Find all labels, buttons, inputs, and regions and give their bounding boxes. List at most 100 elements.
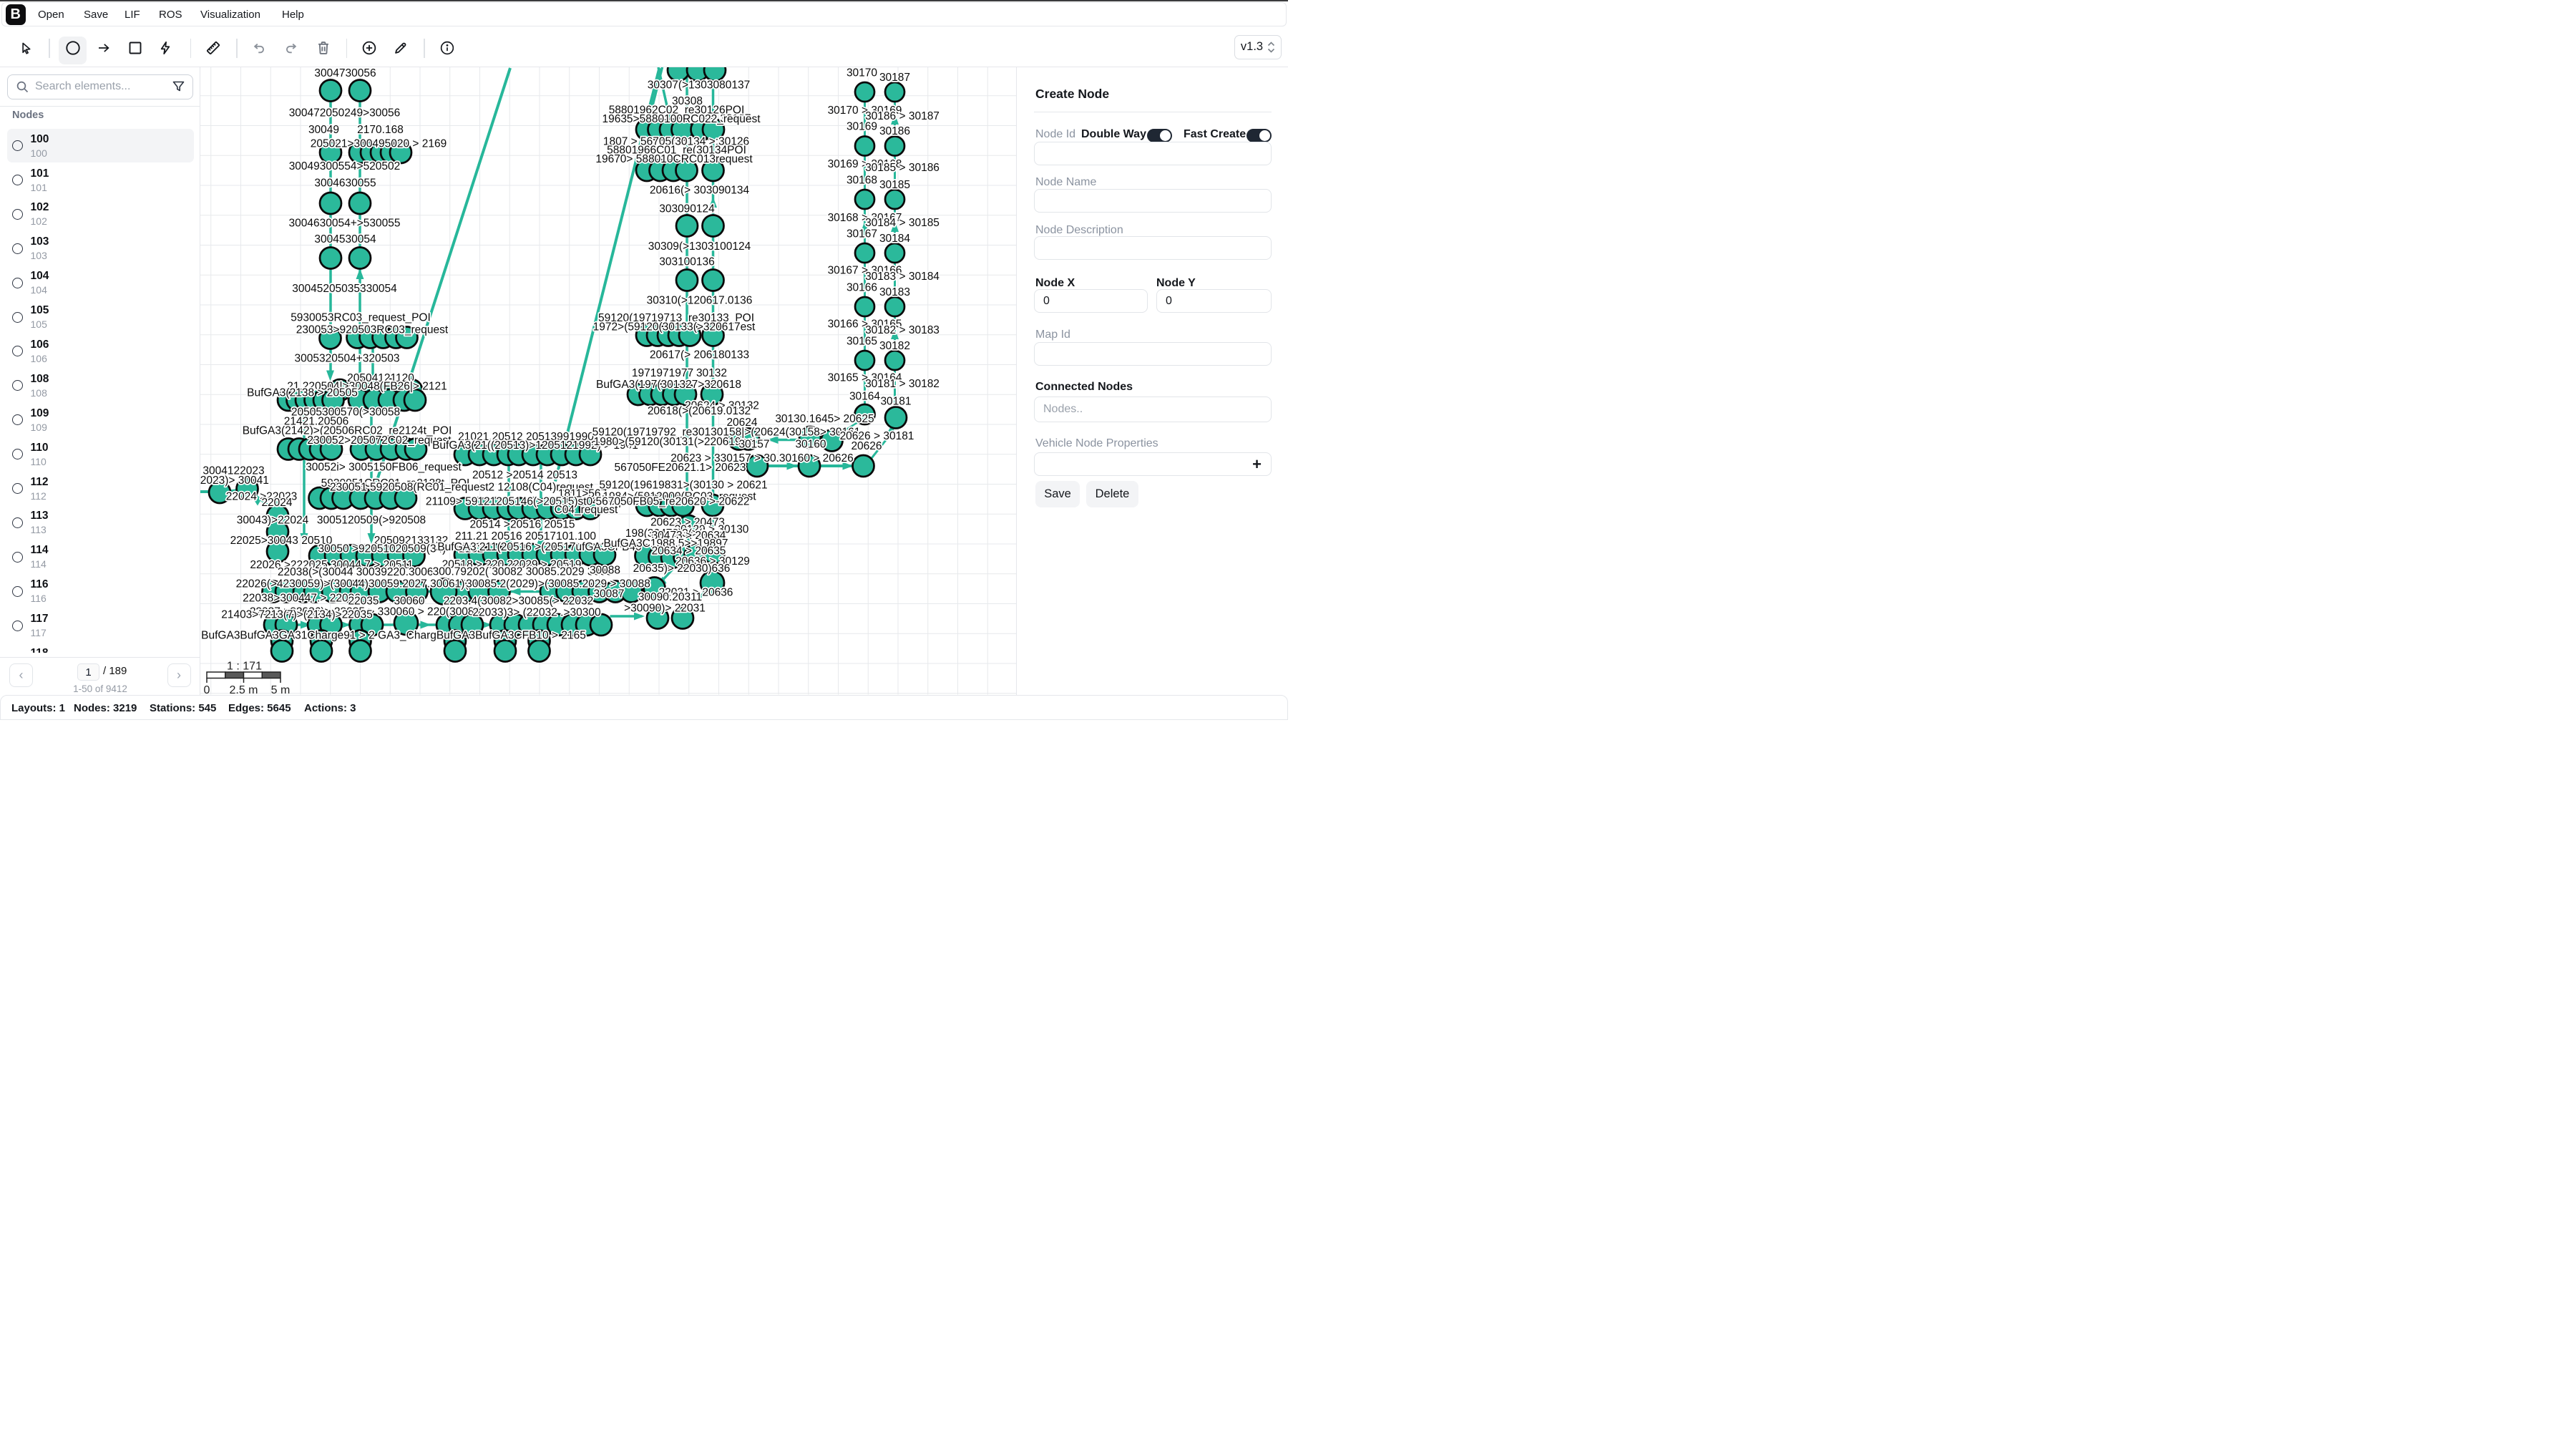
svg-text:30187: 30187 xyxy=(879,72,910,84)
svg-text:567050FE20621.1> 20623: 567050FE20621.1> 20623 xyxy=(614,462,746,474)
svg-text:30090.20311: 30090.20311 xyxy=(638,591,702,603)
svg-text:30167: 30167 xyxy=(847,228,877,240)
svg-text:30060: 30060 xyxy=(394,595,424,608)
svg-text:22026 >222025 30044.7 > 20511: 22026 >222025 30044.7 > 20511 xyxy=(250,559,413,571)
svg-text:30129 > 30130: 30129 > 30130 xyxy=(675,524,749,536)
svg-text:1 : 171: 1 : 171 xyxy=(227,661,262,673)
svg-text:30130.1645> 20625: 30130.1645> 20625 xyxy=(775,413,874,425)
svg-text:22024 >22023: 22024 >22023 xyxy=(226,491,298,503)
svg-text:211.21 20516 20517101.100: 211.21 20516 20517101.100 xyxy=(455,530,596,543)
svg-text:20634 > 20635: 20634 > 20635 xyxy=(652,545,726,558)
svg-text:205092133132: 205092133132 xyxy=(374,535,448,547)
svg-text:30087: 30087 xyxy=(593,588,624,600)
svg-text:30165 > 30164: 30165 > 30164 xyxy=(828,372,902,384)
svg-text:20518 > 220.22029 > 20519: 20518 > 220.22029 > 20519 xyxy=(442,559,582,571)
svg-text:230051 5920508(RC01_request2 1: 230051 5920508(RC01_request2 12108(C04)r… xyxy=(330,482,594,494)
svg-text:58801962C02_re30126POI: 58801962C02_re30126POI xyxy=(609,104,745,117)
svg-text:20504121120: 20504121120 xyxy=(347,372,414,384)
svg-text:2.5 m: 2.5 m xyxy=(229,684,258,695)
svg-text:BufGA3(2142)>(20506RC02_re2124: BufGA3(2142)>(20506RC02_re2124t_POI xyxy=(243,425,452,437)
svg-text:30186 > 30187: 30186 > 30187 xyxy=(865,110,940,122)
svg-text:30050 >92051020509(34) > 2132: 30050 >92051020509(34) > 2132 xyxy=(318,543,484,555)
svg-text:3005120509(>920508: 3005120509(>920508 xyxy=(317,515,426,527)
svg-text:30186: 30186 xyxy=(879,125,910,137)
svg-text:303090124: 303090124 xyxy=(659,203,715,215)
svg-text:30169 > 30168: 30169 > 30168 xyxy=(828,158,902,170)
svg-text:30045205035330054: 30045205035330054 xyxy=(292,283,397,295)
svg-text:30170: 30170 xyxy=(847,67,877,79)
svg-text:30126 > 30127: 30126 > 30127 xyxy=(677,113,751,125)
svg-text:BufGA3(21((20513)>1205121992): BufGA3(21((20513)>1205121992) > 1991 xyxy=(432,439,638,452)
svg-text:3004630054+>530055: 3004630054+>530055 xyxy=(288,218,400,230)
svg-text:22023)> 30041: 22023)> 30041 xyxy=(200,475,269,487)
svg-text:230053>920503RC03_request: 230053>920503RC03_request xyxy=(296,324,449,336)
svg-text:BufGA3(197(301327>320618: BufGA3(197(301327>320618 xyxy=(596,379,741,391)
svg-text:3004630055: 3004630055 xyxy=(314,177,376,190)
svg-text:22031 > 20636: 22031 > 20636 xyxy=(659,587,733,599)
svg-text:20623 > 330157 > 30.30160 > 20: 20623 > 330157 > 30.30160 > 20626 xyxy=(670,452,854,464)
svg-text:198(30473)3(>(>: 198(30473)3(>(> xyxy=(625,527,708,540)
svg-text:300.79202( 30082 30085.2029: 300.79202( 30082 30085.2029 3008 xyxy=(433,566,613,578)
svg-text:30160: 30160 xyxy=(795,439,826,451)
svg-text:30308: 30308 xyxy=(672,95,703,107)
svg-text:20512 >20514 20513: 20512 >20514 20513 xyxy=(472,470,577,482)
svg-text:30043)>22024: 30043)>22024 xyxy=(237,515,309,527)
svg-text:3005320504+320503: 3005320504+320503 xyxy=(295,353,400,365)
svg-text:20505300570(>30058: 20505300570(>30058 xyxy=(291,407,400,419)
svg-text:30166 > 30165: 30166 > 30165 xyxy=(828,318,902,331)
svg-text:20514 >20516 20515: 20514 >20516 20515 xyxy=(470,519,575,531)
svg-text:30181: 30181 xyxy=(880,396,911,408)
svg-text:3004122023: 3004122023 xyxy=(203,465,264,477)
svg-text:30183 > 30184: 30183 > 30184 xyxy=(865,271,940,283)
svg-text:5 m: 5 m xyxy=(271,684,291,695)
svg-text:59120(19719792_re30130158|>(20: 59120(19719792_re30130158|>(20624(30158>… xyxy=(592,427,861,439)
svg-text:21403>7213(7)>(2134)>22035: 21403>7213(7)>(2134)>22035 xyxy=(221,609,373,621)
svg-text:21.220504|>30048(FB26|> 2121: 21.220504|>30048(FB26|> 2121 xyxy=(287,381,447,393)
svg-text:22037 >22036)> 22035 > 330060: 22037 >22036)> 22035 > 330060 > 220(3008… xyxy=(250,606,481,618)
svg-text:20626 > 30181: 20626 > 30181 xyxy=(840,430,914,442)
svg-text:2170.168: 2170.168 xyxy=(357,124,404,136)
svg-text:30165: 30165 xyxy=(847,336,877,348)
svg-text:22035: 22035 xyxy=(348,595,379,608)
svg-text:20636 > 30129: 20636 > 30129 xyxy=(675,555,750,568)
svg-text:20616(> 303090134: 20616(> 303090134 xyxy=(650,185,750,197)
svg-text:BufGA3(2138 > 20505: BufGA3(2138 > 20505 xyxy=(247,387,358,399)
svg-text:22025>30043 20510: 22025>30043 20510 xyxy=(230,535,333,547)
svg-text:22033)3> (22032 .>30300: 22033)3> (22032 .>30300 xyxy=(472,607,601,619)
svg-text:30185 > 30186: 30185 > 30186 xyxy=(865,162,940,174)
svg-text:>30090)> 22031: >30090)> 22031 xyxy=(624,603,706,615)
svg-text:22024: 22024 xyxy=(261,497,292,509)
svg-text:1980>(59120(30131(>220619est: 1980>(59120(30131(>220619est xyxy=(594,436,756,448)
svg-text:30310(>120617.0136: 30310(>120617.0136 xyxy=(647,295,753,307)
svg-text:30085.2(2029)>(30085.2029 > 30: 30085.2(2029)>(30085.2029 > 30088 xyxy=(466,578,650,590)
svg-text:30132: 30132 xyxy=(696,367,727,379)
svg-text:0: 0 xyxy=(204,684,210,695)
svg-text:230052>205072C02_request: 230052>205072C02_request xyxy=(307,434,452,447)
svg-text:20623 > 20473: 20623 > 20473 xyxy=(650,517,725,529)
svg-text:2203.4(30082>30085(> 22032: 2203.4(30082>30085(> 22032 xyxy=(444,595,593,608)
svg-text:BufGA3BufGA3GA31Charge91 > 2 G: BufGA3BufGA3GA31Charge91 > 2 GA3_ChargBu… xyxy=(201,630,586,642)
svg-text:21021.20512 20513991990: 21021.20512 20513991990 xyxy=(458,431,594,443)
svg-text:1984>(5912000(RC03_request: 1984>(5912000(RC03_request xyxy=(602,491,756,503)
svg-text:30157: 30157 xyxy=(738,439,769,451)
svg-text:20624: 20624 xyxy=(726,417,757,429)
svg-text:22038>300447.> 22036: 22038>300447.> 22036 xyxy=(243,593,361,605)
svg-text:21421.20506: 21421.20506 xyxy=(284,416,349,428)
svg-text:30183: 30183 xyxy=(879,286,910,298)
svg-text:30182: 30182 xyxy=(879,340,910,352)
svg-text:20624 > 30132: 20624 > 30132 xyxy=(685,400,759,412)
svg-text:30170 > 30169: 30170 > 30169 xyxy=(828,104,902,117)
svg-text:30182 > 30183: 30182 > 30183 xyxy=(865,324,940,336)
svg-text:30049300554>520502: 30049300554>520502 xyxy=(289,160,401,172)
svg-text:30049: 30049 xyxy=(308,124,339,136)
svg-text:59120(19719713_re30133_POI: 59120(19719713_re30133_POI xyxy=(598,312,754,324)
svg-text:30167 > 30166: 30167 > 30166 xyxy=(828,265,902,277)
svg-text:C04_request: C04_request xyxy=(555,504,618,516)
svg-text:30181 > 30182: 30181 > 30182 xyxy=(865,378,940,390)
svg-text:20618(>(20619.0132: 20618(>(20619.0132 xyxy=(648,405,751,417)
svg-text:30164: 30164 xyxy=(849,391,880,403)
svg-text:1807 > 56705(30134 >:30126: 1807 > 56705(30134 >:30126 xyxy=(603,136,749,148)
svg-text:BufGA3C1988.5>>19897: BufGA3C1988.5>>19897 xyxy=(603,537,728,550)
svg-text:30088: 30088 xyxy=(590,565,620,577)
svg-text:59120(19619831>(30130 > 20621: 59120(19619831>(30130 > 20621 xyxy=(599,480,767,492)
